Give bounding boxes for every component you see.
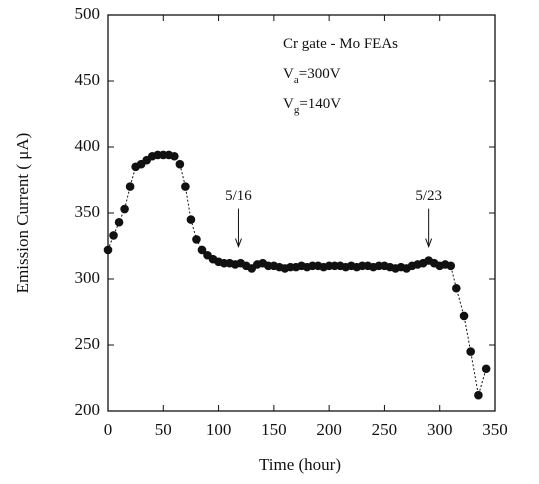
y-tick-label: 450 [75,70,101,89]
data-point [186,215,196,224]
data-point [109,231,118,240]
x-tick-label: 200 [316,420,342,439]
data-point [474,390,483,400]
legend-subscript: a [294,74,299,86]
annotation-arrowhead [425,238,433,249]
data-point [197,245,207,255]
data-point [192,235,201,244]
legend-text: Cr gate - Mo FEAs [283,36,398,52]
legend-text: Vg=140V [283,96,341,115]
x-tick-label: 100 [206,420,232,439]
data-point [175,159,185,169]
legend-text-part: =140V [299,96,341,112]
y-tick-label: 200 [75,400,101,419]
y-axis-title: Emission Current ( μA) [13,133,32,294]
y-tick-label: 500 [75,4,101,23]
x-tick-label: 350 [482,420,508,439]
y-tick-label: 350 [75,202,101,221]
legend-text-part: =300V [299,66,341,82]
legend-text-part: V [283,96,294,112]
x-tick-label: 150 [261,420,287,439]
annotation-label: 5/23 [415,188,442,204]
data-point [181,182,190,191]
data-point [481,364,491,374]
x-tick-label: 0 [104,420,113,439]
data-point [459,311,469,321]
legend-text: Va=300V [283,66,341,85]
annotation-label: 5/16 [225,188,252,204]
x-tick-label: 250 [372,420,398,439]
y-tick-label: 250 [75,334,101,353]
legend-text-part: V [283,66,294,82]
data-point [114,217,124,227]
legend-text-part: Cr gate - Mo FEAs [283,36,398,52]
data-point [120,204,129,214]
data-point [446,261,456,271]
data-point [466,347,475,356]
data-point [103,245,113,255]
annotation-arrowhead [235,238,242,249]
y-tick-label: 400 [75,136,101,155]
data-point [125,182,135,191]
data-point [452,283,461,293]
x-axis-title: Time (hour) [259,455,341,474]
legend-subscript: g [294,104,300,116]
x-tick-label: 50 [155,420,172,439]
data-point [170,151,179,161]
y-tick-label: 300 [75,268,101,287]
x-tick-label: 300 [427,420,453,439]
